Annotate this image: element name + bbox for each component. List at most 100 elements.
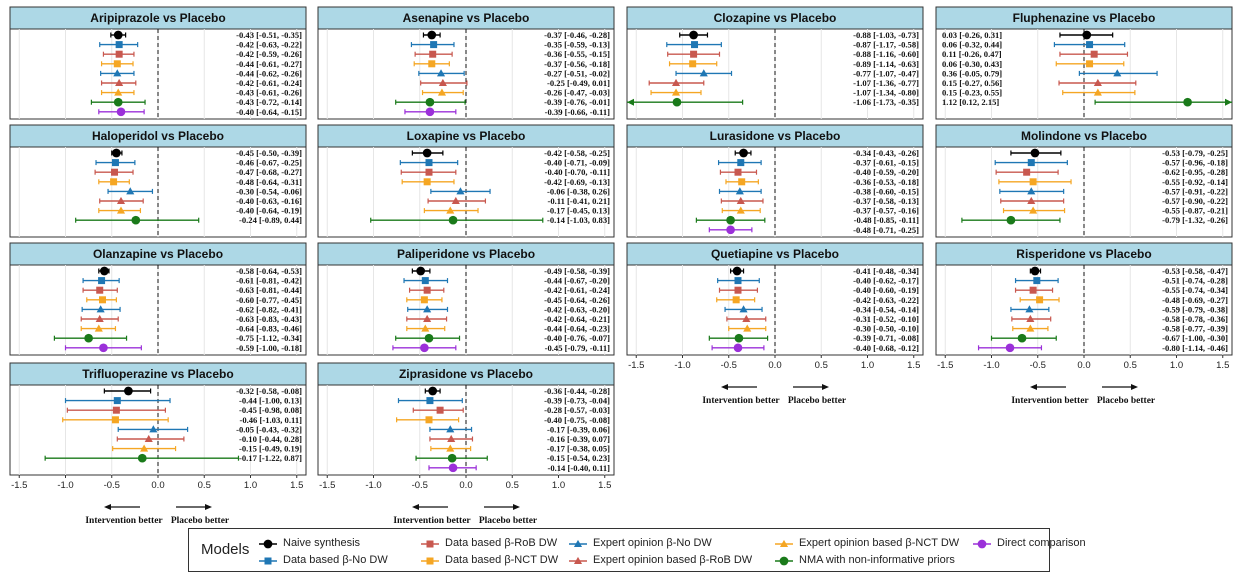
estimate-label: -0.88 [-1.16, -0.60]	[853, 49, 919, 59]
estimate-label: -0.25 [-0.49, 0.01]	[547, 78, 610, 88]
point-estimate	[84, 333, 93, 343]
estimate-label: -0.11 [-0.41, 0.21]	[547, 196, 610, 206]
estimate-label: -0.30 [-0.50, -0.10]	[853, 324, 919, 334]
point-estimate	[1183, 97, 1192, 107]
x-tick-label: -1.0	[57, 480, 73, 491]
estimate-label: -0.59 [-1.00, -0.18]	[236, 343, 302, 353]
point-estimate	[113, 69, 122, 77]
estimate-label: -0.58 [-0.78, -0.36]	[1162, 314, 1228, 324]
estimate-label: -0.42 [-0.58, -0.25]	[544, 148, 610, 158]
legend-key-marker	[264, 557, 272, 565]
point-estimate	[689, 60, 697, 68]
x-axis: -1.5 -1.0 -0.5 0.0 0.5 1.0 1.5 Intervention bet…	[628, 355, 920, 406]
arrow-left-head	[412, 504, 419, 510]
point-estimate	[1029, 178, 1037, 186]
estimate-label: -0.37 [-0.61, -0.15]	[853, 158, 919, 168]
point-estimate	[1026, 324, 1035, 332]
point-estimate	[447, 453, 457, 463]
point-estimate	[425, 107, 435, 117]
estimate-label: -0.40 [-0.75, -0.08]	[544, 415, 610, 425]
estimate-label: 0.15 [-0.23, 0.55]	[942, 88, 1002, 98]
estimate-label: -0.36 [-0.53, -0.18]	[853, 177, 919, 187]
x-tick-label: 0.0	[1077, 360, 1090, 371]
point-estimate	[726, 225, 735, 235]
forest-panel: Trifluoperazine vs Placebo-0.32 [-0.58, …	[9, 362, 307, 476]
point-estimate	[113, 30, 123, 40]
estimate-label: -0.88 [-1.03, -0.73]	[853, 30, 919, 40]
point-estimate	[149, 425, 158, 433]
point-estimate	[96, 286, 104, 294]
x-tick-label: -1.5	[11, 480, 27, 491]
placebo-better-label: Placebo better	[1097, 396, 1156, 406]
estimate-label: -0.34 [-0.43, -0.26]	[853, 148, 919, 158]
x-axis: -1.5 -1.0 -0.5 0.0 0.5 1.0 1.5 Intervention bet…	[937, 355, 1229, 406]
point-estimate	[734, 333, 744, 343]
ci-arrow-high	[1225, 98, 1232, 106]
x-tick-label: 1.0	[1170, 360, 1183, 371]
point-estimate	[113, 60, 121, 68]
estimate-label: -0.42 [-0.63, -0.20]	[544, 304, 610, 314]
point-estimate	[421, 277, 429, 285]
point-estimate	[1029, 286, 1037, 294]
estimate-label: -0.42 [-0.61, -0.24]	[236, 78, 302, 88]
forest-panel: Ziprasidone vs Placebo -0.36 [-0.44, -0.2…	[317, 362, 615, 476]
estimate-label: -0.58 [-0.64, -0.53]	[236, 266, 302, 276]
estimate-label: -0.42 [-0.61, -0.24]	[544, 285, 610, 295]
arrow-left-head	[721, 384, 728, 390]
point-estimate	[124, 386, 133, 396]
point-estimate	[1017, 333, 1027, 343]
estimate-label: -0.39 [-0.71, -0.08]	[853, 333, 919, 343]
point-estimate	[1030, 148, 1040, 158]
estimate-label: -0.57 [-0.96, -0.18]	[1162, 158, 1228, 168]
point-estimate	[733, 343, 743, 353]
estimate-label: -0.43 [-0.72, -0.14]	[236, 97, 302, 107]
point-estimate	[110, 178, 118, 186]
estimate-label: -0.59 [-0.79, -0.38]	[1162, 304, 1228, 314]
legend-key-marker	[263, 539, 273, 549]
point-estimate	[116, 206, 126, 214]
point-estimate	[112, 406, 120, 414]
estimate-label: -0.39 [-0.66, -0.11]	[545, 107, 611, 117]
estimate-label: -0.40 [-0.63, -0.16]	[236, 196, 302, 206]
x-tick-label: 1.5	[290, 480, 303, 491]
x-tick-label: 1.5	[598, 480, 611, 491]
placebo-better-label: Placebo better	[479, 516, 538, 526]
legend-key-expert-no-dw	[569, 539, 587, 547]
point-estimate	[422, 148, 432, 158]
point-estimate	[699, 69, 708, 77]
placebo-better-label: Placebo better	[171, 516, 230, 526]
estimate-label: -0.75 [-1.12, -0.34]	[236, 333, 302, 343]
forest-panel: Olanzapine vs Placebo -0.58 [-0.64, -0.53…	[9, 242, 307, 356]
estimate-label: -0.17 [-1.22, 0.87]	[239, 453, 302, 463]
forest-panel: Loxapine vs Placebo -0.42 [-0.58, -0.25] -…	[317, 124, 615, 238]
estimate-label: 0.11 [-0.26, 0.47]	[942, 49, 1002, 59]
estimate-label: -0.57 [-0.90, -0.22]	[1162, 196, 1228, 206]
panel-title: Lurasidone vs Placebo	[710, 129, 841, 143]
estimate-label: -0.44 [-0.67, -0.20]	[544, 276, 610, 286]
point-estimate	[112, 148, 121, 158]
estimate-label: -0.17 [-0.45, 0.13]	[547, 206, 610, 216]
estimate-label: -0.48 [-0.69, -0.27]	[1162, 295, 1228, 305]
point-estimate	[672, 97, 682, 107]
estimate-label: 0.03 [-0.26, 0.31]	[942, 30, 1002, 40]
point-estimate	[420, 296, 428, 304]
estimate-label: -0.27 [-0.51, -0.02]	[544, 68, 610, 78]
point-estimate	[732, 296, 740, 304]
estimate-label: 0.06 [-0.32, 0.44]	[942, 40, 1002, 50]
point-estimate	[416, 266, 426, 276]
arrow-left-head	[1030, 384, 1037, 390]
point-estimate	[451, 196, 460, 204]
estimate-label: -0.14 [-1.03, 0.83]	[547, 215, 610, 225]
point-estimate	[734, 168, 742, 176]
point-estimate	[126, 187, 135, 195]
point-estimate	[438, 78, 447, 86]
panel-title: Loxapine vs Placebo	[407, 129, 526, 143]
x-tick-label: -1.0	[674, 360, 690, 371]
point-estimate	[1005, 343, 1015, 353]
point-estimate	[425, 97, 435, 107]
panel-title: Clozapine vs Placebo	[714, 11, 837, 25]
legend-key-expert-nct-dw	[775, 539, 793, 547]
point-estimate	[94, 324, 103, 332]
estimate-label: 0.36 [-0.05, 0.79]	[942, 68, 1002, 78]
point-estimate	[1086, 41, 1094, 49]
